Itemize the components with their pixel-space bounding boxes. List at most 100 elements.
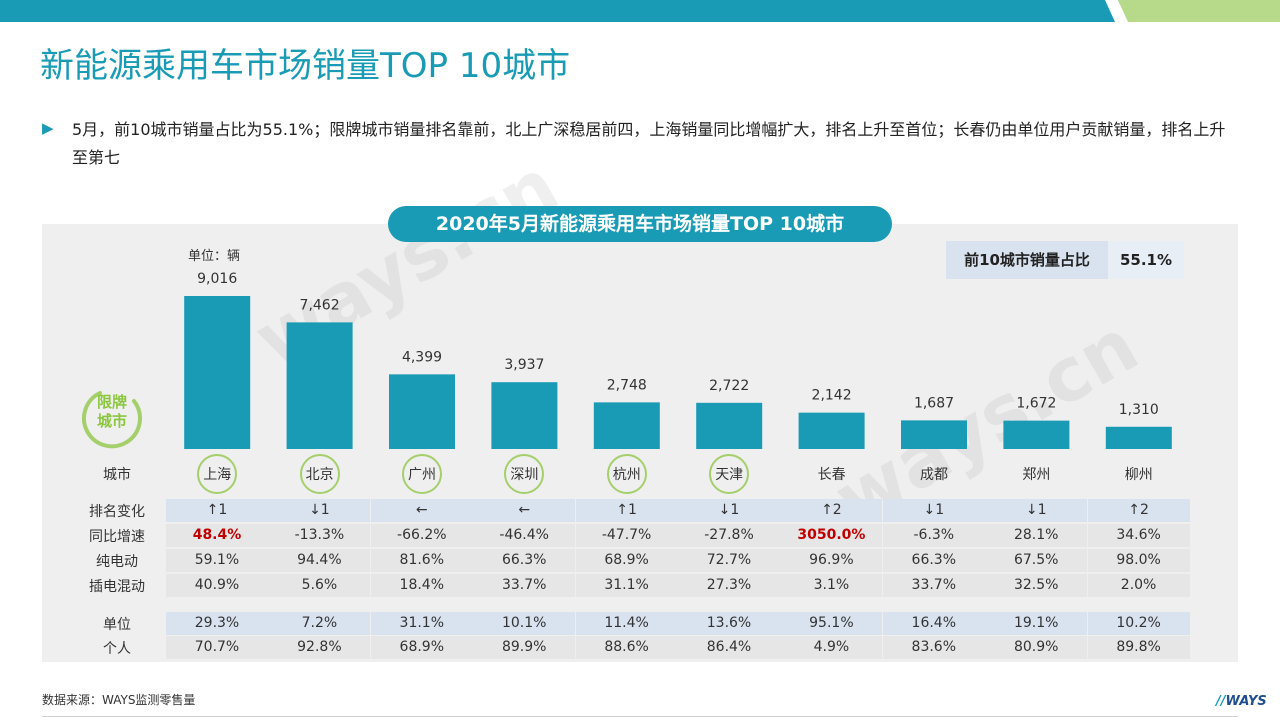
city-tick-label: 杭州	[612, 467, 641, 483]
bar-value-label: 2,748	[607, 377, 647, 393]
city-tick-label: 长春	[817, 467, 846, 483]
bar-value-label: 3,937	[504, 357, 544, 373]
cell-phev: 40.9%	[166, 574, 268, 597]
cell-phev: 3.1%	[780, 574, 883, 597]
row-label-bev: 纯电动	[96, 554, 138, 570]
cell-bev: 68.9%	[575, 549, 678, 572]
top-banner	[0, 0, 1280, 22]
cell-phev: 18.4%	[370, 574, 473, 597]
cell-bev: 94.4%	[268, 549, 371, 572]
restricted-city-text: 限牌 城市	[96, 393, 127, 430]
cell-bev: 59.1%	[166, 549, 268, 572]
share-label: 前10城市销量占比	[964, 251, 1090, 269]
cell-yoy-growth: -27.8%	[678, 524, 780, 547]
row-label-rank-change: 排名变化	[89, 504, 145, 520]
bar-3	[491, 382, 558, 449]
city-tick-label: 郑州	[1022, 467, 1051, 483]
bar-value-label: 1,672	[1016, 396, 1056, 412]
summary-bullet: ▶ 5月，前10城市销量占比为55.1%；限牌城市销量排名靠前，北上广深稳居前四…	[42, 116, 1242, 172]
cell-institutional: 29.3%	[166, 612, 268, 635]
cell-private: 4.9%	[780, 636, 883, 659]
bar-8	[1003, 420, 1070, 449]
cell-yoy-growth: 28.1%	[985, 524, 1088, 547]
cell-yoy-growth: -66.2%	[370, 524, 473, 547]
row-label-institutional: 单位	[103, 617, 131, 633]
restricted-city-ring-icon	[709, 454, 750, 494]
cell-private: 88.6%	[575, 636, 678, 659]
cell-yoy-growth: -6.3%	[882, 524, 985, 547]
cell-rank-change: ↑2	[1087, 499, 1190, 522]
cell-yoy-growth: 3050.0%	[780, 524, 883, 547]
bar-value-label: 1,310	[1119, 402, 1159, 418]
cell-rank-change: ←	[370, 499, 473, 522]
bar-5	[696, 402, 763, 449]
row-label-city: 城市	[103, 467, 131, 483]
cell-institutional: 95.1%	[780, 612, 883, 635]
share-value: 55.1%	[1108, 241, 1184, 279]
cell-institutional: 10.1%	[473, 612, 576, 635]
cell-phev: 33.7%	[882, 574, 985, 597]
bar-value-label: 1,687	[914, 395, 954, 411]
cell-rank-change: ↓1	[268, 499, 371, 522]
restricted-city-ring-icon	[402, 454, 442, 494]
cell-rank-change: ↑1	[166, 499, 268, 522]
cell-bev: 66.3%	[473, 549, 576, 572]
cell-phev: 33.7%	[473, 574, 576, 597]
city-tick-label: 北京	[305, 467, 334, 483]
city-tick-label: 上海	[203, 467, 232, 483]
cell-private: 89.8%	[1087, 636, 1190, 659]
bar-9	[1105, 426, 1172, 449]
cell-phev: 2.0%	[1087, 574, 1190, 597]
cell-rank-change: ↑1	[575, 499, 678, 522]
bar-0	[184, 296, 251, 449]
cell-phev: 27.3%	[678, 574, 780, 597]
bar-value-label: 4,399	[402, 349, 442, 365]
unit-note: 单位：辆	[188, 249, 241, 264]
row-label-phev: 插电混动	[89, 579, 145, 595]
bar-2	[389, 374, 455, 449]
cell-rank-change: ↑2	[780, 499, 883, 522]
cell-institutional: 31.1%	[370, 612, 473, 635]
cell-yoy-growth: 34.6%	[1087, 524, 1190, 547]
cell-private: 89.9%	[473, 636, 576, 659]
bar-6	[798, 412, 865, 449]
cell-bev: 96.9%	[780, 549, 883, 572]
restricted-city-ring-icon	[606, 454, 647, 494]
restricted-city-ring-icon	[197, 454, 238, 494]
top10-share-box: 前10城市销量占比 55.1%	[946, 241, 1184, 279]
cell-private: 80.9%	[985, 636, 1088, 659]
cell-bev: 67.5%	[985, 549, 1088, 572]
data-source: 数据来源：WAYS监测零售量	[42, 693, 196, 707]
summary-text: 5月，前10城市销量占比为55.1%；限牌城市销量排名靠前，北上广深稳居前四，上…	[72, 120, 1226, 167]
chart-title: 2020年5月新能源乘用车市场销量TOP 10城市	[388, 206, 892, 242]
cell-yoy-growth: -47.7%	[575, 524, 678, 547]
cell-institutional: 13.6%	[678, 612, 780, 635]
row-label-private: 个人	[103, 641, 131, 657]
cell-institutional: 19.1%	[985, 612, 1088, 635]
restricted-city-ring-icon	[299, 454, 340, 494]
page-title: 新能源乘用车市场销量TOP 10城市	[40, 46, 571, 86]
cell-private: 83.6%	[882, 636, 985, 659]
cell-private: 68.9%	[370, 636, 473, 659]
bar-value-label: 2,142	[812, 388, 852, 404]
bar-7	[901, 420, 967, 449]
cell-bev: 81.6%	[370, 549, 473, 572]
bar-value-label: 9,016	[197, 271, 237, 287]
cell-yoy-growth: -13.3%	[268, 524, 371, 547]
restricted-city-ring-icon	[504, 454, 545, 494]
bar-1	[286, 322, 353, 449]
logo-text: WAYS	[1225, 694, 1267, 709]
cell-private: 86.4%	[678, 636, 780, 659]
cell-bev: 66.3%	[882, 549, 985, 572]
logo-slash-icon: //	[1216, 694, 1226, 709]
cell-phev: 32.5%	[985, 574, 1088, 597]
ways-logo: //WAYS	[1216, 694, 1267, 709]
cell-bev: 98.0%	[1087, 549, 1190, 572]
cell-bev: 72.7%	[678, 549, 780, 572]
row-label-yoy-growth: 同比增速	[89, 529, 145, 545]
city-tick-label: 柳州	[1124, 467, 1153, 483]
cell-yoy-growth: -46.4%	[473, 524, 576, 547]
city-tick-label: 成都	[920, 467, 948, 483]
cell-phev: 5.6%	[268, 574, 371, 597]
cell-private: 70.7%	[166, 636, 268, 659]
